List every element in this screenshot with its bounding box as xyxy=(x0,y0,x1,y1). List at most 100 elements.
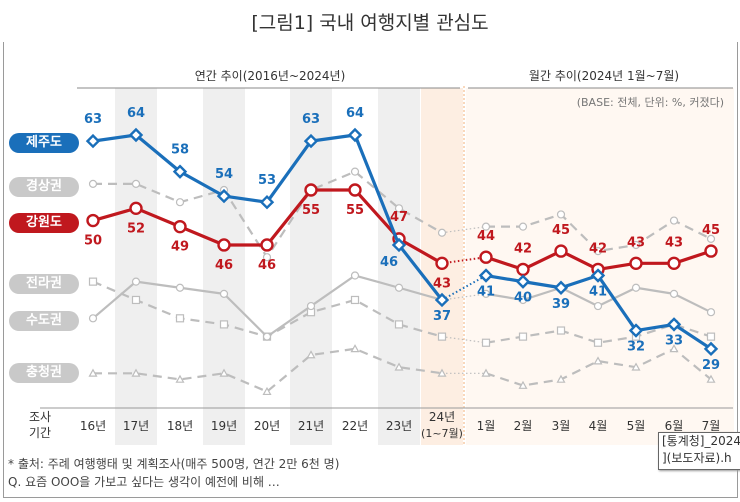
data-label: 58 xyxy=(171,143,189,158)
data-point xyxy=(669,216,679,225)
data-point xyxy=(631,240,641,250)
data-point xyxy=(631,283,641,292)
connector-dotted xyxy=(441,226,487,234)
data-point xyxy=(629,256,643,271)
data-label: 43 xyxy=(665,235,683,250)
data-point xyxy=(669,289,679,298)
axis-label: 조사 xyxy=(29,410,51,424)
data-label: 49 xyxy=(171,240,189,255)
x-tick-label: 24년 xyxy=(429,410,455,424)
data-label: 46 xyxy=(380,255,398,270)
data-point xyxy=(666,317,682,332)
data-label: 32 xyxy=(627,340,645,355)
axis-label: 기간 xyxy=(29,426,51,440)
data-point xyxy=(347,127,363,143)
data-point xyxy=(556,210,566,219)
data-label: 41 xyxy=(477,285,495,300)
x-tick-label: 19년 xyxy=(211,419,237,433)
data-label: 46 xyxy=(258,258,276,273)
connector-dotted xyxy=(441,293,487,301)
data-point xyxy=(706,374,716,383)
data-point xyxy=(86,213,100,228)
data-point xyxy=(88,179,98,188)
data-point xyxy=(262,386,272,396)
data-label: 46 xyxy=(215,258,233,273)
data-point xyxy=(593,338,603,347)
data-point xyxy=(394,283,404,292)
data-point xyxy=(131,277,141,286)
annual-header: 연간 추이(2016년~2024년) xyxy=(195,69,346,83)
legend-jeolla: 전라권 xyxy=(9,274,79,294)
tooltip-line: [통계청]_2024 xyxy=(662,434,740,448)
data-point xyxy=(706,234,716,243)
data-point xyxy=(219,368,229,377)
tooltip: [통계청]_2024 ](보도자료).h xyxy=(658,432,740,470)
data-point xyxy=(553,280,569,295)
data-point xyxy=(175,314,185,323)
chart-frame xyxy=(3,42,738,498)
data-point xyxy=(219,289,229,298)
x-tick-label: 1월 xyxy=(477,419,496,433)
data-point xyxy=(518,332,528,341)
data-label: 54 xyxy=(215,167,233,182)
chart-title: [그림1] 국내 여행지별 관심도 xyxy=(251,12,489,34)
data-label: 63 xyxy=(84,112,102,127)
x-tick-label: 5월 xyxy=(627,419,646,433)
footnote-question: Q. 요즘 OOO을 가보고 싶다는 생각이 예전에 비해 … xyxy=(8,475,280,489)
data-point xyxy=(481,289,491,298)
data-point xyxy=(518,380,528,389)
data-point xyxy=(669,344,679,353)
data-label: 43 xyxy=(627,235,645,250)
data-point xyxy=(260,238,274,252)
data-point xyxy=(394,320,404,329)
data-point xyxy=(593,246,603,256)
data-point xyxy=(131,179,141,188)
data-point xyxy=(219,320,229,329)
tooltip-line: ](보도자료).h xyxy=(662,451,732,465)
data-point xyxy=(394,204,404,213)
data-point xyxy=(706,308,716,317)
data-point xyxy=(434,292,450,308)
data-label: 40 xyxy=(514,291,532,306)
data-point xyxy=(216,188,232,204)
data-point xyxy=(391,237,407,253)
data-label: 42 xyxy=(589,241,607,256)
data-label: 64 xyxy=(346,106,364,121)
data-label: 44 xyxy=(477,229,495,244)
data-point xyxy=(348,183,362,197)
x-tick-label: 16년 xyxy=(80,419,106,433)
data-point xyxy=(667,256,681,271)
x-tick-label: 4월 xyxy=(589,419,608,433)
column-band xyxy=(378,88,420,445)
data-point xyxy=(175,283,185,292)
data-label: 63 xyxy=(302,112,320,127)
connector-dotted xyxy=(441,336,487,344)
x-tick-label: 18년 xyxy=(167,419,193,433)
footnote-source: * 출처: 주례 여행행태 및 계획조사(매주 500명, 연간 2만 6천 명… xyxy=(8,457,340,471)
data-label: 33 xyxy=(665,333,683,348)
data-point xyxy=(173,219,187,234)
x-tick-label: 3월 xyxy=(552,419,571,433)
data-point xyxy=(516,262,530,277)
data-label: 42 xyxy=(514,241,532,256)
data-label: 29 xyxy=(702,358,720,373)
data-point xyxy=(554,244,568,258)
data-point xyxy=(88,368,98,377)
data-label: 64 xyxy=(127,106,145,121)
data-point xyxy=(478,268,494,283)
data-point xyxy=(88,277,98,286)
data-point xyxy=(394,362,404,371)
connector-dotted xyxy=(441,256,487,265)
data-point xyxy=(85,133,101,149)
data-point xyxy=(481,368,491,377)
x-tick-label: 2월 xyxy=(514,419,533,433)
legend-jeju: 제주도 xyxy=(9,133,79,153)
data-label: 45 xyxy=(702,223,720,238)
data-point xyxy=(350,295,360,305)
data-point xyxy=(518,222,528,231)
data-point xyxy=(131,368,141,377)
legend-gangwon: 강원도 xyxy=(9,213,79,233)
x-tick-label: (1~7월) xyxy=(421,427,463,440)
data-point xyxy=(172,164,188,179)
